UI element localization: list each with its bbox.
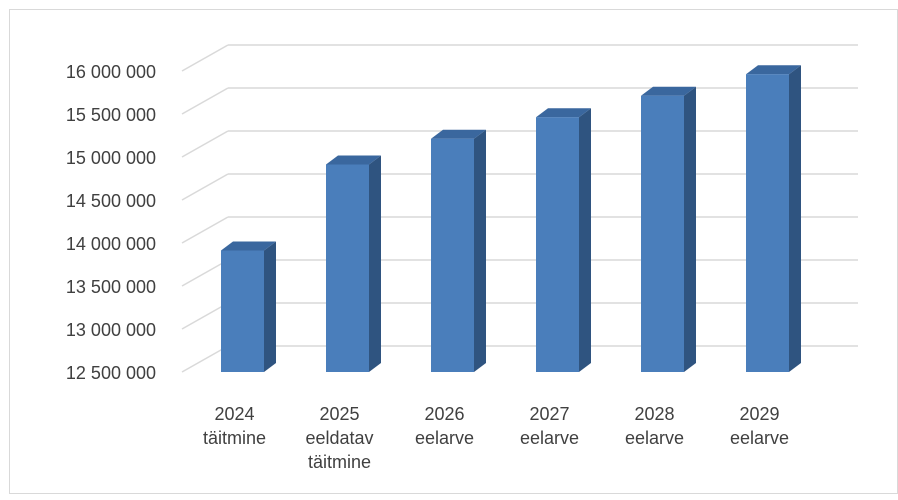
gridline-side-5 — [181, 130, 229, 158]
gridline-side-2 — [181, 259, 229, 287]
gridline-side-0 — [181, 345, 229, 373]
x-tick-label-line: täitmine — [308, 452, 371, 472]
x-tick-label-line: 2027 — [529, 404, 569, 424]
x-tick-label-line: 2028 — [634, 404, 674, 424]
x-tick-label-line: 2026 — [424, 404, 464, 424]
bar-side-4 — [684, 86, 696, 372]
y-tick-label: 14 000 000 — [66, 234, 156, 254]
x-tick-label-line: täitmine — [203, 428, 266, 448]
bar-4 — [641, 95, 684, 372]
bar-top-1 — [326, 155, 381, 165]
x-tick-label-line: eelarve — [520, 428, 579, 448]
x-tick-label: 2028 eelarve — [625, 404, 684, 448]
bar-0 — [221, 250, 264, 372]
x-tick-label: 2025 eeldatav täitmine — [305, 404, 373, 472]
gridline-side-3 — [181, 216, 229, 244]
bar-side-5 — [789, 65, 801, 372]
x-tick-label: 2027 eelarve — [520, 404, 579, 448]
bar-top-2 — [431, 129, 486, 139]
bar-3 — [536, 117, 579, 372]
y-tick-label: 16 000 000 — [66, 62, 156, 82]
y-tick-label: 12 500 000 — [66, 363, 156, 383]
x-tick-label-line: eelarve — [415, 428, 474, 448]
y-tick-label: 14 500 000 — [66, 191, 156, 211]
gridline-side-7 — [181, 44, 229, 72]
bar-2 — [431, 138, 474, 372]
x-tick-label-line: eelarve — [730, 428, 789, 448]
gridline-side-4 — [181, 173, 229, 201]
gridline-side-1 — [181, 302, 229, 330]
x-tick-label-line: 2029 — [739, 404, 779, 424]
bar-top-0 — [221, 241, 276, 251]
bar-side-3 — [579, 108, 591, 372]
x-tick-label: 2026 eelarve — [415, 404, 474, 448]
x-tick-label-line: 2025 — [319, 404, 359, 424]
x-tick-label-line: eeldatav — [305, 428, 373, 448]
gridline-side-6 — [181, 87, 229, 115]
x-tick-label: 2024 täitmine — [203, 404, 266, 448]
y-tick-label: 15 000 000 — [66, 148, 156, 168]
bar-5 — [746, 74, 789, 372]
bar-top-4 — [641, 86, 696, 96]
x-tick-label-line: 2024 — [214, 404, 254, 424]
x-tick-label: 2029 eelarve — [730, 404, 789, 448]
bar-side-1 — [369, 155, 381, 372]
bar-side-2 — [474, 129, 486, 372]
y-tick-label: 13 000 000 — [66, 320, 156, 340]
y-tick-label: 13 500 000 — [66, 277, 156, 297]
bar-top-3 — [536, 108, 591, 118]
x-tick-label-line: eelarve — [625, 428, 684, 448]
y-tick-label: 15 500 000 — [66, 105, 156, 125]
bar-top-5 — [746, 65, 801, 75]
bar-side-0 — [264, 241, 276, 372]
bar-1 — [326, 164, 369, 372]
